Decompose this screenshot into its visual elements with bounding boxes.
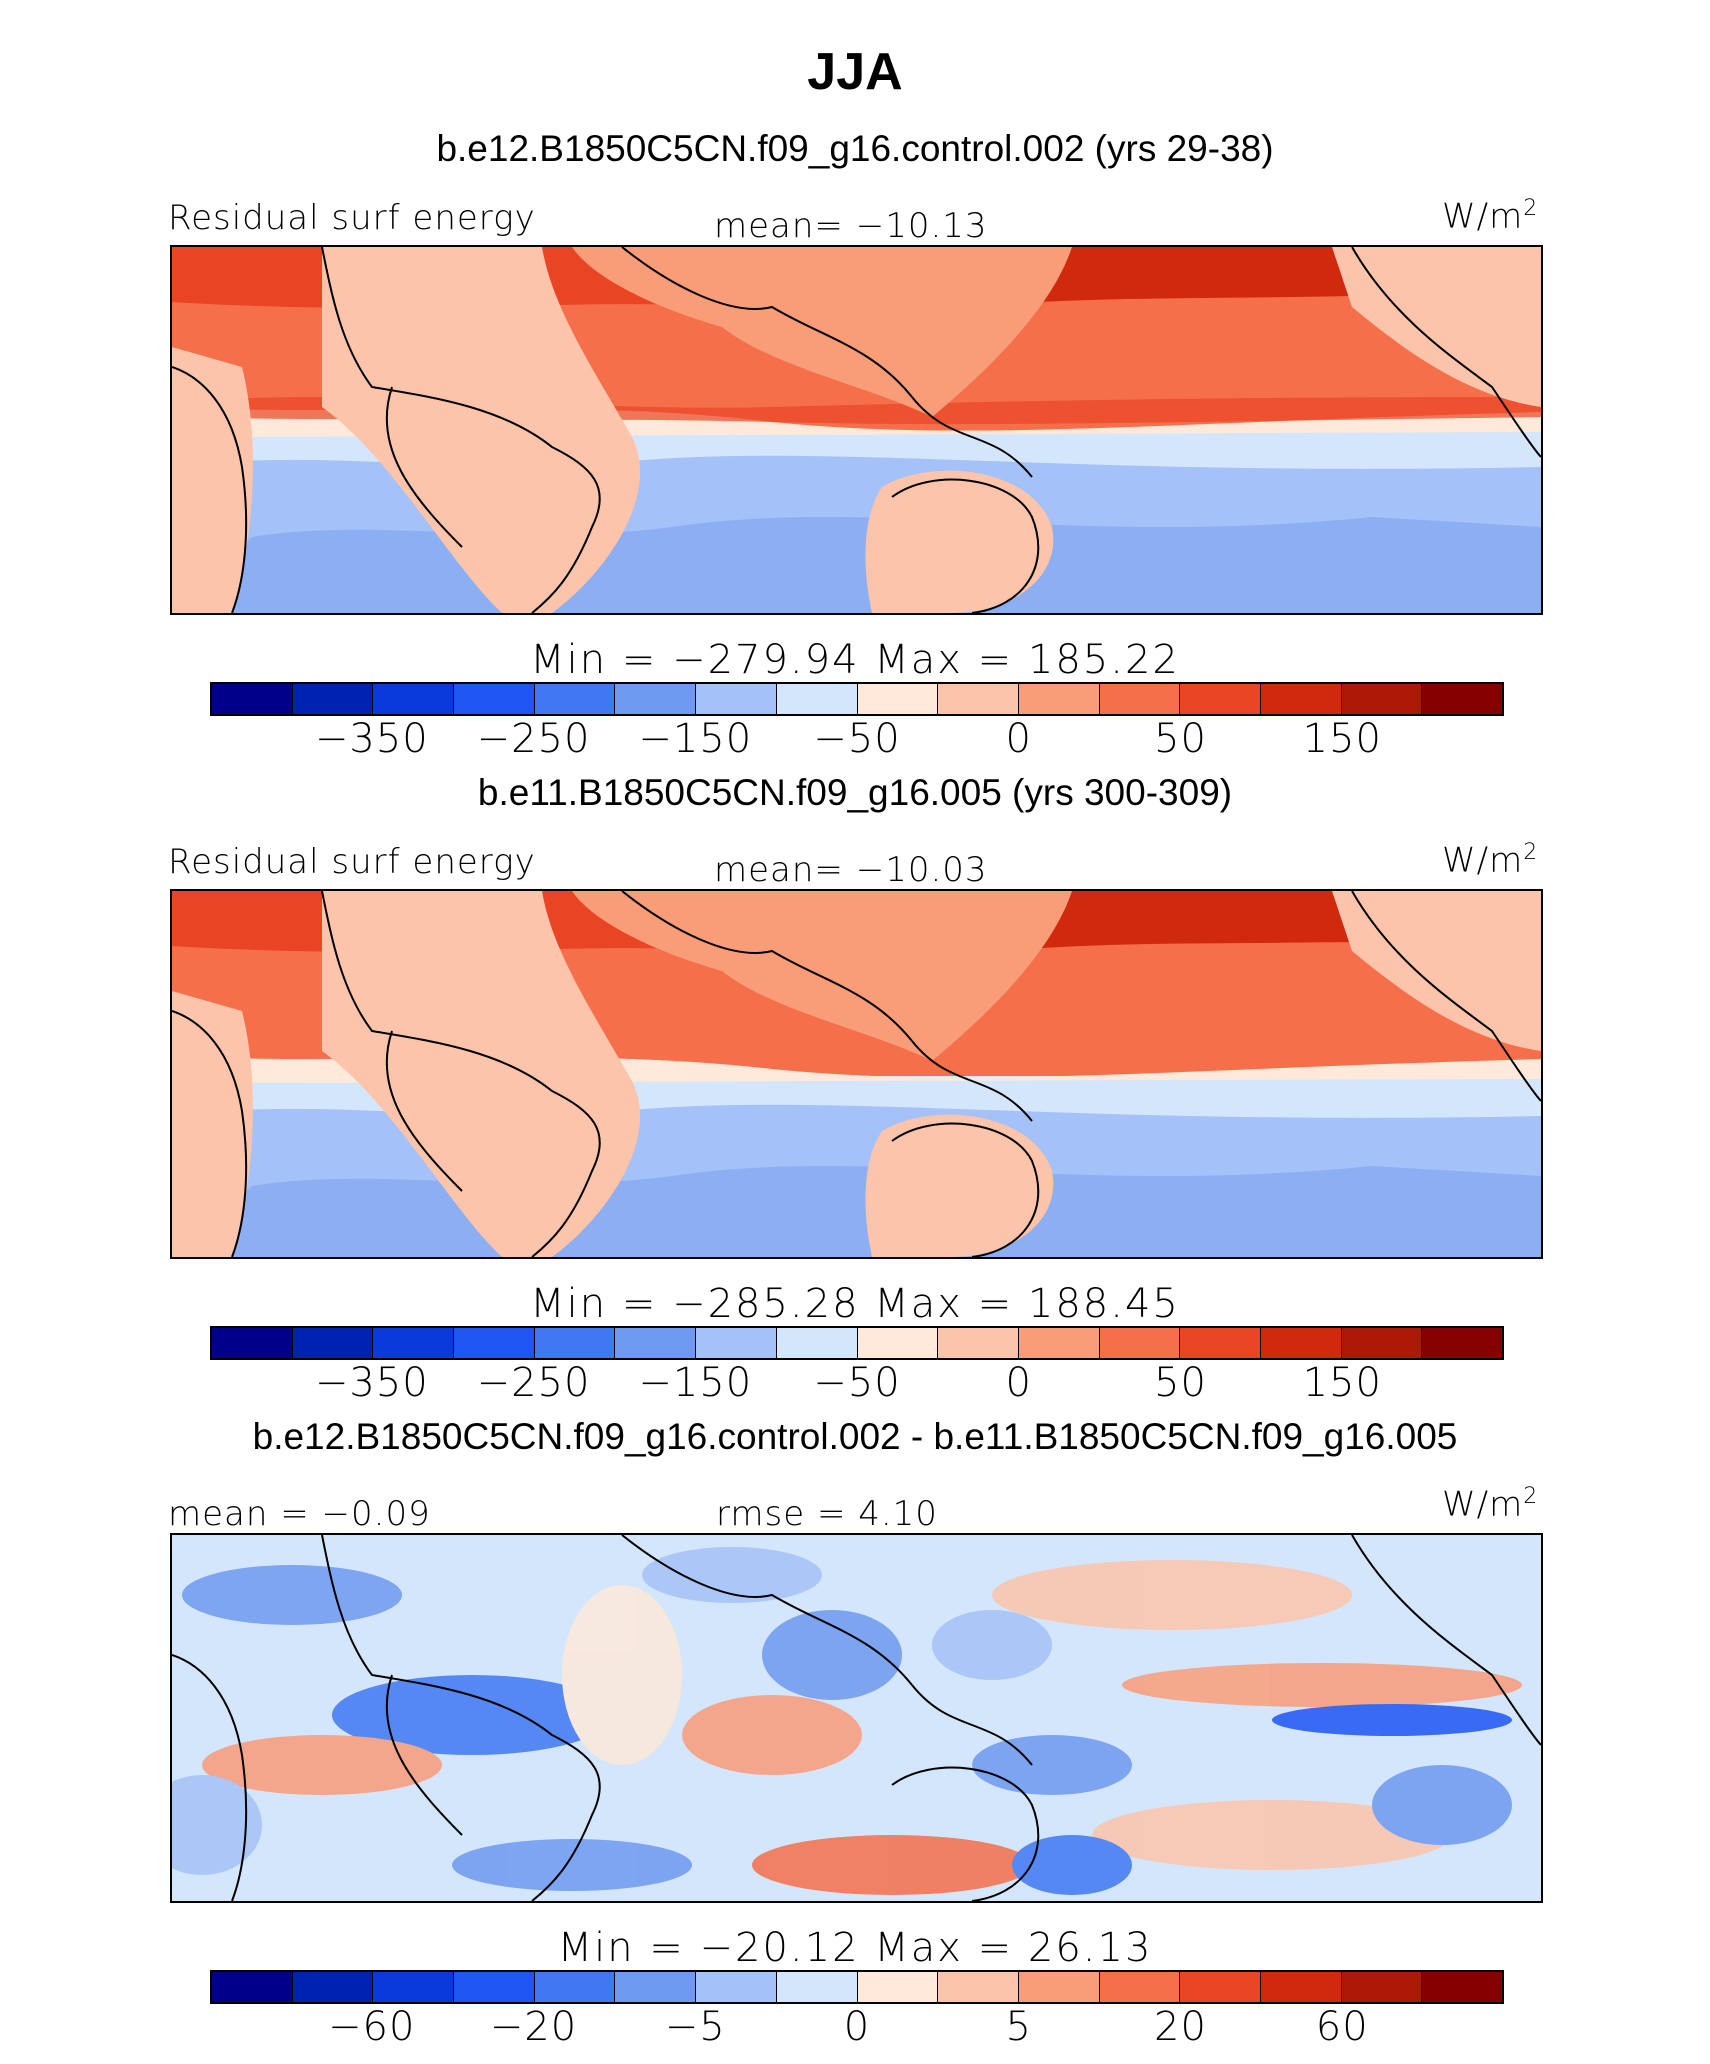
colorbar-0-tick-6: 150 (1302, 716, 1382, 762)
panel-3-mean-label: mean = −0.09 (168, 1494, 431, 1534)
colorbar-1-swatch-12 (1180, 1328, 1261, 1358)
colorbar-1-swatch-7 (776, 1328, 858, 1358)
colorbar-0-swatch-0 (212, 684, 293, 714)
panel-3-rmse-label: rmse = 4.10 (716, 1494, 938, 1534)
colorbar-2-tick-4: 5 (1005, 2004, 1032, 2050)
panel-2-mean-label: mean= −10.03 (714, 850, 988, 890)
colorbar-1-swatch-9 (938, 1328, 1019, 1358)
panel-1-contour-field (172, 247, 1541, 613)
panel-2-map (170, 889, 1543, 1259)
colorbar-1-swatch-10 (1018, 1328, 1100, 1358)
colorbar-1-tick-0: −350 (314, 1360, 429, 1406)
colorbar-1-swatch-8 (857, 1328, 939, 1358)
colorbar-1-swatch-13 (1260, 1328, 1342, 1358)
colorbar-2-tick-3: 0 (843, 2004, 871, 2050)
colorbar-0-swatch-1 (292, 684, 374, 714)
panel-1-units: W/m2 (1442, 196, 1539, 237)
panel-3-map (170, 1533, 1543, 1903)
colorbar-0-tick-3: −50 (813, 716, 901, 762)
colorbar-2-tick-1: −20 (489, 2004, 578, 2050)
colorbar-0-tick-0: −350 (314, 716, 429, 762)
colorbar-0-swatch-4 (534, 684, 616, 714)
colorbar-0-tick-1: −250 (476, 716, 591, 762)
colorbar-2-swatch-10 (1018, 1972, 1100, 2002)
colorbar-0-swatch-3 (454, 684, 535, 714)
colorbar-2-tick-6: 60 (1315, 2004, 1369, 2050)
colorbar-0-swatch-6 (696, 684, 777, 714)
colorbar-1-swatch-15 (1422, 1328, 1502, 1358)
colorbar-1-swatch-14 (1341, 1328, 1423, 1358)
colorbar-2-swatch-1 (292, 1972, 374, 2002)
colorbar-0-swatch-15 (1422, 684, 1502, 714)
colorbar-2-tick-5: 20 (1154, 2004, 1207, 2050)
panel-2-colorbar (210, 1326, 1504, 1360)
colorbar-1-tick-2: −150 (638, 1360, 753, 1406)
colorbar-1-swatch-1 (292, 1328, 374, 1358)
panel-2-variable-label: Residual surf energy (168, 842, 536, 882)
colorbar-2-swatch-2 (373, 1972, 455, 2002)
colorbar-1-tick-6: 150 (1302, 1360, 1382, 1406)
colorbar-2-swatch-11 (1099, 1972, 1181, 2002)
colorbar-0-swatch-11 (1099, 684, 1181, 714)
colorbar-1-tick-1: −250 (476, 1360, 591, 1406)
colorbar-1-swatch-3 (454, 1328, 535, 1358)
colorbar-0-tick-5: 50 (1154, 716, 1207, 762)
figure-title: JJA (807, 43, 903, 101)
colorbar-0-swatch-2 (373, 684, 455, 714)
colorbar-2-swatch-4 (534, 1972, 616, 2002)
colorbar-1-tick-5: 50 (1154, 1360, 1207, 1406)
colorbar-2-swatch-12 (1180, 1972, 1261, 2002)
panel-3-minmax: Min = −20.12 Max = 26.13 (557, 1925, 1153, 1971)
panel-1-minmax: Min = −279.94 Max = 185.22 (530, 637, 1180, 683)
colorbar-1-swatch-4 (534, 1328, 616, 1358)
panel-2-units: W/m2 (1442, 840, 1539, 881)
panel-2-minmax: Min = −285.28 Max = 188.45 (530, 1281, 1180, 1327)
panel-3-units: W/m2 (1442, 1484, 1539, 1525)
colorbar-1-tick-3: −50 (813, 1360, 901, 1406)
panel-3-case-label: b.e12.B1850C5CN.f09_g16.control.002 - b.… (252, 1416, 1458, 1457)
colorbar-0-swatch-5 (615, 684, 697, 714)
colorbar-2-swatch-15 (1422, 1972, 1502, 2002)
colorbar-1-swatch-0 (212, 1328, 293, 1358)
colorbar-2-tick-0: −60 (328, 2004, 416, 2050)
colorbar-2-swatch-8 (857, 1972, 939, 2002)
panel-1-variable-label: Residual surf energy (168, 198, 536, 238)
colorbar-0-tick-4: 0 (1005, 716, 1032, 762)
colorbar-0-swatch-9 (938, 684, 1019, 714)
colorbar-2-swatch-6 (696, 1972, 777, 2002)
panel-1-mean-label: mean= −10.13 (714, 206, 988, 246)
panel-2-case-label: b.e11.B1850C5CN.f09_g16.005 (yrs 300-309… (477, 772, 1233, 813)
panel-3-contour-field (172, 1535, 1541, 1901)
colorbar-0-swatch-7 (776, 684, 858, 714)
colorbar-0-swatch-8 (857, 684, 939, 714)
colorbar-2-swatch-5 (615, 1972, 697, 2002)
colorbar-1-swatch-5 (615, 1328, 697, 1358)
panel-1-colorbar (210, 682, 1504, 716)
colorbar-1-swatch-11 (1099, 1328, 1181, 1358)
colorbar-0-swatch-12 (1180, 684, 1261, 714)
colorbar-0-swatch-10 (1018, 684, 1100, 714)
colorbar-2-swatch-0 (212, 1972, 293, 2002)
panel-3-colorbar (210, 1970, 1504, 2004)
colorbar-2-swatch-13 (1260, 1972, 1342, 2002)
panel-2-contour-field (172, 891, 1541, 1257)
panel-1-case-label: b.e12.B1850C5CN.f09_g16.control.002 (yrs… (436, 128, 1274, 169)
colorbar-2-swatch-14 (1341, 1972, 1423, 2002)
colorbar-1-swatch-2 (373, 1328, 455, 1358)
colorbar-0-swatch-14 (1341, 684, 1423, 714)
colorbar-0-tick-2: −150 (638, 716, 753, 762)
colorbar-1-tick-4: 0 (1005, 1360, 1032, 1406)
colorbar-2-swatch-3 (454, 1972, 535, 2002)
colorbar-1-swatch-6 (696, 1328, 777, 1358)
colorbar-2-tick-2: −5 (664, 2004, 726, 2050)
colorbar-2-swatch-9 (938, 1972, 1019, 2002)
colorbar-2-swatch-7 (776, 1972, 858, 2002)
colorbar-0-swatch-13 (1260, 684, 1342, 714)
panel-1-map (170, 245, 1543, 615)
